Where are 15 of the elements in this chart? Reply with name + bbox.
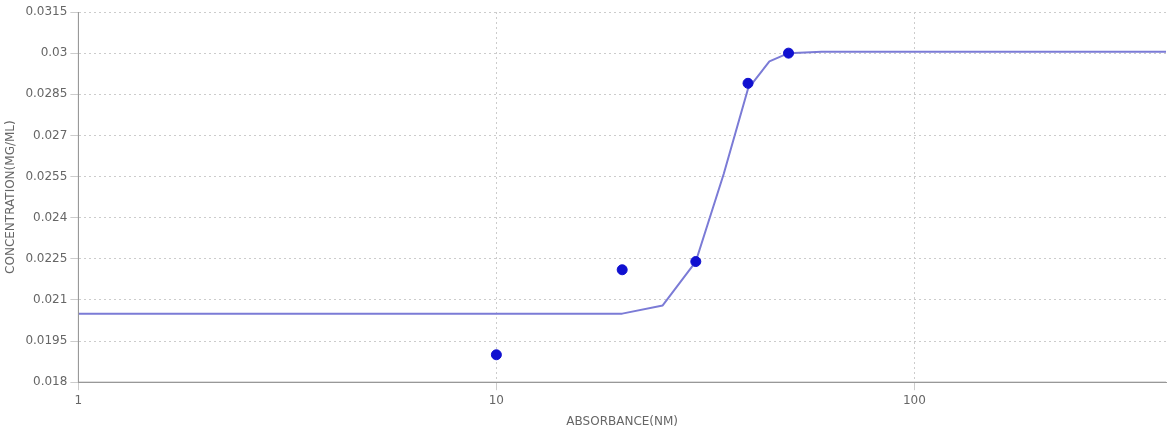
x-tick-label: 10 [488, 392, 505, 407]
y-axis-title: CONCENTRATION(MG/ML) [3, 120, 18, 274]
y-tick-label: 0.024 [33, 209, 68, 224]
y-tick-label: 0.0195 [25, 333, 68, 348]
y-tick-label: 0.0225 [25, 250, 68, 265]
y-tick-label: 0.018 [33, 374, 68, 389]
y-tick-label: 0.021 [33, 292, 68, 307]
y-tick-label: 0.0315 [25, 4, 68, 19]
x-tick-label: 1 [74, 392, 83, 407]
x-tick-label: 100 [902, 392, 926, 407]
x-axis-title: ABSORBANCE(NM) [566, 413, 679, 428]
y-tick-label: 0.03 [40, 45, 68, 60]
y-tick-label: 0.0255 [25, 168, 68, 183]
y-tick-label: 0.0285 [25, 86, 68, 101]
y-tick-label: 0.027 [33, 127, 68, 142]
